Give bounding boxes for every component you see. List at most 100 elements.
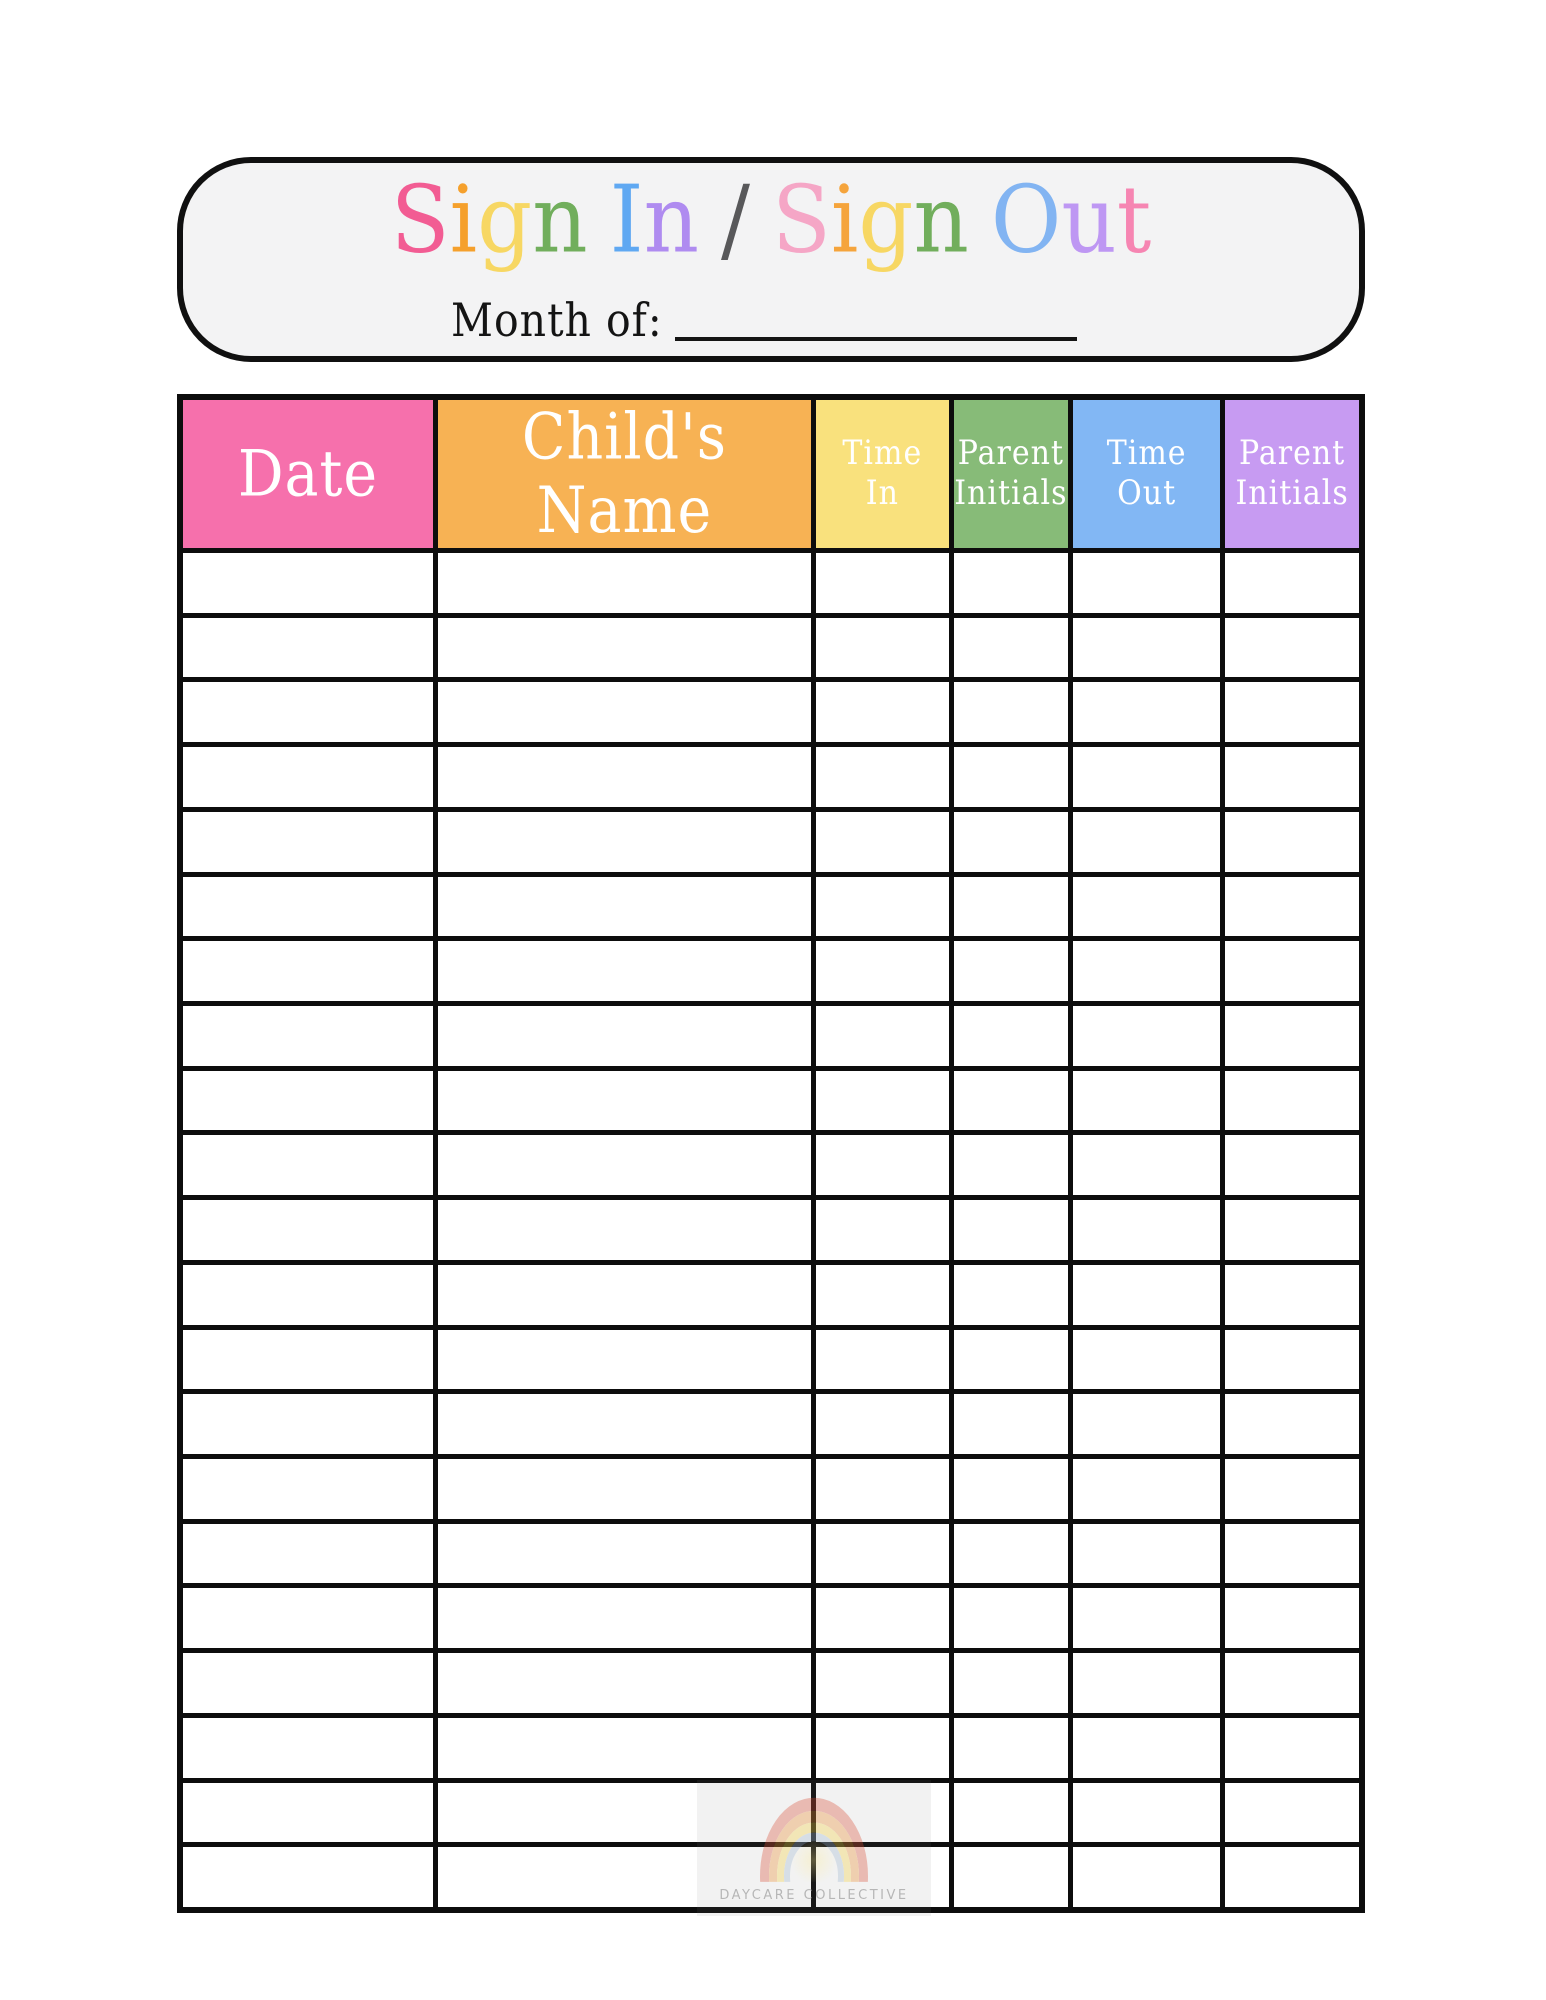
cell-date-row-17[interactable] bbox=[183, 1588, 433, 1649]
cell-time-out-row-13[interactable] bbox=[1073, 1329, 1221, 1390]
cell-date-row-13[interactable] bbox=[183, 1329, 433, 1390]
cell-childs-name-row-12[interactable] bbox=[437, 1264, 811, 1325]
cell-childs-name-row-18[interactable] bbox=[437, 1653, 811, 1713]
cell-time-out-row-16[interactable] bbox=[1073, 1523, 1221, 1584]
cell-time-in-row-2[interactable] bbox=[815, 617, 949, 678]
cell-time-out-row-18[interactable] bbox=[1073, 1653, 1221, 1713]
cell-parent-initials-out-row-19[interactable] bbox=[1225, 1717, 1359, 1778]
cell-time-out-row-4[interactable] bbox=[1073, 747, 1221, 807]
cell-time-in-row-8[interactable] bbox=[815, 1006, 949, 1066]
cell-time-in-row-15[interactable] bbox=[815, 1459, 949, 1519]
cell-time-out-row-10[interactable] bbox=[1073, 1135, 1221, 1196]
cell-date-row-9[interactable] bbox=[183, 1070, 433, 1131]
cell-time-out-row-21[interactable] bbox=[1073, 1847, 1221, 1907]
cell-time-in-row-11[interactable] bbox=[815, 1200, 949, 1260]
cell-childs-name-row-15[interactable] bbox=[437, 1459, 811, 1519]
cell-childs-name-row-16[interactable] bbox=[437, 1523, 811, 1584]
cell-time-in-row-5[interactable] bbox=[815, 811, 949, 872]
cell-childs-name-row-14[interactable] bbox=[437, 1394, 811, 1454]
cell-parent-initials-out-row-7[interactable] bbox=[1225, 941, 1359, 1001]
cell-parent-initials-out-row-1[interactable] bbox=[1225, 553, 1359, 613]
cell-date-row-11[interactable] bbox=[183, 1200, 433, 1260]
cell-date-row-18[interactable] bbox=[183, 1653, 433, 1713]
cell-parent-initials-out-row-15[interactable] bbox=[1225, 1459, 1359, 1519]
cell-childs-name-row-10[interactable] bbox=[437, 1135, 811, 1196]
cell-parent-initials-in-row-17[interactable] bbox=[953, 1588, 1069, 1649]
cell-parent-initials-out-row-11[interactable] bbox=[1225, 1200, 1359, 1260]
cell-parent-initials-out-row-9[interactable] bbox=[1225, 1070, 1359, 1131]
cell-parent-initials-out-row-5[interactable] bbox=[1225, 811, 1359, 872]
cell-childs-name-row-5[interactable] bbox=[437, 811, 811, 872]
cell-time-in-row-17[interactable] bbox=[815, 1588, 949, 1649]
cell-parent-initials-out-row-8[interactable] bbox=[1225, 1006, 1359, 1066]
cell-parent-initials-in-row-3[interactable] bbox=[953, 682, 1069, 743]
cell-date-row-21[interactable] bbox=[183, 1847, 433, 1907]
cell-parent-initials-in-row-4[interactable] bbox=[953, 747, 1069, 807]
cell-parent-initials-out-row-16[interactable] bbox=[1225, 1523, 1359, 1584]
cell-parent-initials-in-row-18[interactable] bbox=[953, 1653, 1069, 1713]
month-fill-in-line[interactable] bbox=[674, 337, 1077, 341]
cell-date-row-20[interactable] bbox=[183, 1782, 433, 1843]
cell-date-row-7[interactable] bbox=[183, 941, 433, 1001]
cell-parent-initials-out-row-12[interactable] bbox=[1225, 1264, 1359, 1325]
cell-childs-name-row-6[interactable] bbox=[437, 876, 811, 937]
cell-childs-name-row-9[interactable] bbox=[437, 1070, 811, 1131]
cell-parent-initials-in-row-13[interactable] bbox=[953, 1329, 1069, 1390]
cell-time-in-row-21[interactable] bbox=[815, 1847, 949, 1907]
cell-childs-name-row-7[interactable] bbox=[437, 941, 811, 1001]
cell-time-out-row-19[interactable] bbox=[1073, 1717, 1221, 1778]
cell-time-out-row-5[interactable] bbox=[1073, 811, 1221, 872]
cell-time-in-row-16[interactable] bbox=[815, 1523, 949, 1584]
cell-parent-initials-in-row-19[interactable] bbox=[953, 1717, 1069, 1778]
cell-time-in-row-12[interactable] bbox=[815, 1264, 949, 1325]
cell-time-out-row-6[interactable] bbox=[1073, 876, 1221, 937]
cell-parent-initials-in-row-11[interactable] bbox=[953, 1200, 1069, 1260]
cell-parent-initials-in-row-6[interactable] bbox=[953, 876, 1069, 937]
cell-parent-initials-in-row-10[interactable] bbox=[953, 1135, 1069, 1196]
cell-time-in-row-6[interactable] bbox=[815, 876, 949, 937]
cell-parent-initials-out-row-18[interactable] bbox=[1225, 1653, 1359, 1713]
cell-childs-name-row-19[interactable] bbox=[437, 1717, 811, 1778]
cell-date-row-14[interactable] bbox=[183, 1394, 433, 1454]
cell-childs-name-row-2[interactable] bbox=[437, 617, 811, 678]
cell-childs-name-row-21[interactable] bbox=[437, 1847, 811, 1907]
cell-date-row-4[interactable] bbox=[183, 747, 433, 807]
cell-childs-name-row-20[interactable] bbox=[437, 1782, 811, 1843]
cell-time-out-row-1[interactable] bbox=[1073, 553, 1221, 613]
cell-parent-initials-in-row-20[interactable] bbox=[953, 1782, 1069, 1843]
cell-childs-name-row-11[interactable] bbox=[437, 1200, 811, 1260]
cell-parent-initials-out-row-13[interactable] bbox=[1225, 1329, 1359, 1390]
cell-parent-initials-in-row-15[interactable] bbox=[953, 1459, 1069, 1519]
cell-time-in-row-18[interactable] bbox=[815, 1653, 949, 1713]
cell-time-in-row-10[interactable] bbox=[815, 1135, 949, 1196]
cell-time-out-row-7[interactable] bbox=[1073, 941, 1221, 1001]
cell-parent-initials-out-row-14[interactable] bbox=[1225, 1394, 1359, 1454]
cell-time-in-row-1[interactable] bbox=[815, 553, 949, 613]
cell-date-row-15[interactable] bbox=[183, 1459, 433, 1519]
cell-date-row-16[interactable] bbox=[183, 1523, 433, 1584]
cell-time-out-row-20[interactable] bbox=[1073, 1782, 1221, 1843]
cell-time-out-row-17[interactable] bbox=[1073, 1588, 1221, 1649]
cell-parent-initials-out-row-4[interactable] bbox=[1225, 747, 1359, 807]
cell-childs-name-row-3[interactable] bbox=[437, 682, 811, 743]
cell-date-row-1[interactable] bbox=[183, 553, 433, 613]
cell-parent-initials-out-row-17[interactable] bbox=[1225, 1588, 1359, 1649]
cell-childs-name-row-4[interactable] bbox=[437, 747, 811, 807]
cell-time-in-row-3[interactable] bbox=[815, 682, 949, 743]
cell-time-out-row-9[interactable] bbox=[1073, 1070, 1221, 1131]
cell-date-row-5[interactable] bbox=[183, 811, 433, 872]
cell-parent-initials-in-row-7[interactable] bbox=[953, 941, 1069, 1001]
cell-date-row-3[interactable] bbox=[183, 682, 433, 743]
cell-parent-initials-out-row-3[interactable] bbox=[1225, 682, 1359, 743]
cell-parent-initials-in-row-8[interactable] bbox=[953, 1006, 1069, 1066]
cell-parent-initials-in-row-9[interactable] bbox=[953, 1070, 1069, 1131]
cell-parent-initials-in-row-2[interactable] bbox=[953, 617, 1069, 678]
cell-date-row-19[interactable] bbox=[183, 1717, 433, 1778]
cell-time-in-row-20[interactable] bbox=[815, 1782, 949, 1843]
cell-date-row-12[interactable] bbox=[183, 1264, 433, 1325]
cell-time-in-row-4[interactable] bbox=[815, 747, 949, 807]
cell-time-in-row-13[interactable] bbox=[815, 1329, 949, 1390]
cell-time-out-row-12[interactable] bbox=[1073, 1264, 1221, 1325]
cell-time-out-row-15[interactable] bbox=[1073, 1459, 1221, 1519]
cell-time-in-row-9[interactable] bbox=[815, 1070, 949, 1131]
